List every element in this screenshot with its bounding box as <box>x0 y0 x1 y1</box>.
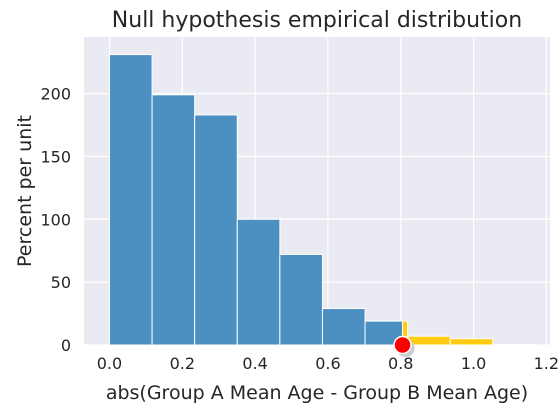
y-tick-label-0: 0 <box>61 336 71 355</box>
x-tick-label-1: 0.2 <box>170 354 195 373</box>
x-tick-label-5: 1.0 <box>461 354 486 373</box>
y-tick-label-4: 200 <box>40 85 71 104</box>
bar-3 <box>236 218 281 346</box>
x-tick-label-3: 0.6 <box>315 354 340 373</box>
y-tick-label-3: 150 <box>40 147 71 166</box>
y-axis-label: Percent per unit <box>14 115 36 267</box>
observed-marker-group <box>393 335 415 357</box>
x-axis-label: abs(Group A Mean Age - Group B Mean Age) <box>106 382 528 404</box>
bar-9 <box>449 338 494 346</box>
x-tick-labels: 0.0 0.2 0.4 0.6 0.8 1.0 1.2 <box>97 354 559 373</box>
bar-1 <box>151 94 196 346</box>
bar-8 <box>407 335 451 346</box>
bar-4 <box>279 253 323 346</box>
histogram-bars <box>108 54 536 346</box>
x-tick-label-2: 0.4 <box>242 354 267 373</box>
x-tick-label-4: 0.8 <box>388 354 413 373</box>
bar-10 <box>492 343 536 346</box>
x-tick-label-6: 1.2 <box>534 354 559 373</box>
bar-2 <box>194 114 238 346</box>
y-tick-label-2: 100 <box>40 210 71 229</box>
y-tick-label-1: 50 <box>51 273 71 292</box>
y-tick-labels: 0 50 100 150 200 <box>40 85 71 355</box>
observed-marker <box>393 335 412 355</box>
x-tick-label-0: 0.0 <box>97 354 122 373</box>
bar-5 <box>321 308 366 346</box>
chart-title: Null hypothesis empirical distribution <box>112 8 522 33</box>
bar-0 <box>108 54 153 346</box>
